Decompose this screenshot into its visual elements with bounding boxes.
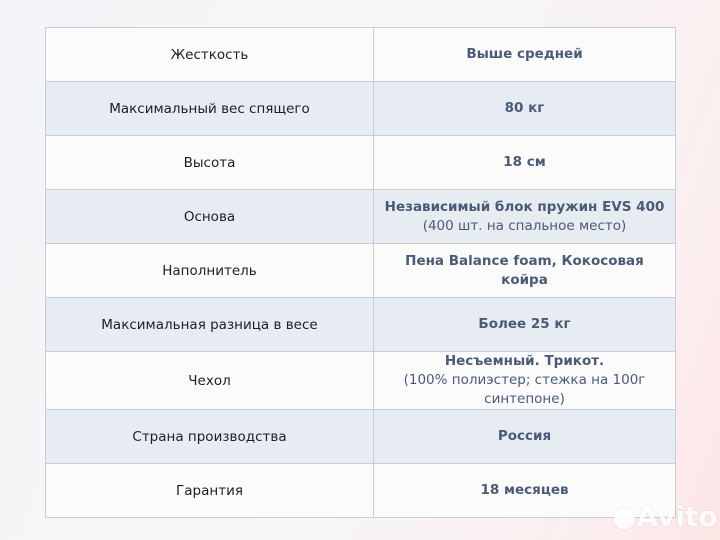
spec-label: Высота	[45, 135, 374, 190]
table-row: Максимальная разница в весе Более 25 кг	[45, 297, 676, 352]
spec-value: Несъемный. Трикот.	[444, 353, 605, 369]
spec-label: Гарантия	[45, 463, 374, 518]
table-row: Страна производства Россия	[45, 409, 676, 464]
spec-value-cell: Независимый блок пружин EVS 400 (400 шт. …	[373, 189, 676, 244]
spec-value-cell: Россия	[373, 409, 676, 464]
spec-value: 18 см	[503, 154, 546, 170]
spec-value-cell: Более 25 кг	[373, 297, 676, 352]
spec-label: Наполнитель	[45, 243, 374, 298]
spec-value-cell: Выше средней	[373, 27, 676, 82]
spec-value: 18 месяцев	[480, 482, 569, 498]
table-row: Высота 18 см	[45, 135, 676, 190]
spec-value-cell: 18 месяцев	[373, 463, 676, 518]
table-row: Жесткость Выше средней	[45, 27, 676, 82]
avito-watermark-logo: ●Avito	[612, 500, 718, 533]
spec-label: Максимальный вес спящего	[45, 81, 374, 136]
spec-label: Максимальная разница в весе	[45, 297, 374, 352]
table-row: Основа Независимый блок пружин EVS 400 (40…	[45, 189, 676, 244]
spec-label: Страна производства	[45, 409, 374, 464]
spec-value-cell: Несъемный. Трикот. (100% полиэстер; стежк…	[373, 351, 676, 410]
spec-value: Более 25 кг	[478, 316, 571, 332]
table-row: Максимальный вес спящего 80 кг	[45, 81, 676, 136]
spec-value-cell: 80 кг	[373, 81, 676, 136]
spec-value: Россия	[497, 428, 552, 444]
spec-value: Выше средней	[466, 46, 583, 62]
spec-label: Чехол	[45, 351, 374, 410]
table-row: Гарантия 18 месяцев	[45, 463, 676, 518]
spec-table: Жесткость Выше средней Максимальный вес сп…	[45, 27, 676, 518]
spec-note: (100% полиэстер; стежка на 100г синтепон…	[403, 372, 646, 407]
table-row: Наполнитель Пена Balance foam, Кокосовая …	[45, 243, 676, 298]
spec-label: Жесткость	[45, 27, 374, 82]
spec-note: (400 шт. на спальное место)	[422, 217, 627, 234]
spec-value: 80 кг	[504, 100, 545, 116]
spec-value: Независимый блок пружин EVS 400	[384, 198, 665, 215]
spec-label: Основа	[45, 189, 374, 244]
spec-value-cell: 18 см	[373, 135, 676, 190]
spec-value: Пена Balance foam, Кокосовая койра	[405, 252, 644, 288]
table-row: Чехол Несъемный. Трикот. (100% полиэстер; …	[45, 351, 676, 410]
spec-value-cell: Пена Balance foam, Кокосовая койра	[373, 243, 676, 298]
